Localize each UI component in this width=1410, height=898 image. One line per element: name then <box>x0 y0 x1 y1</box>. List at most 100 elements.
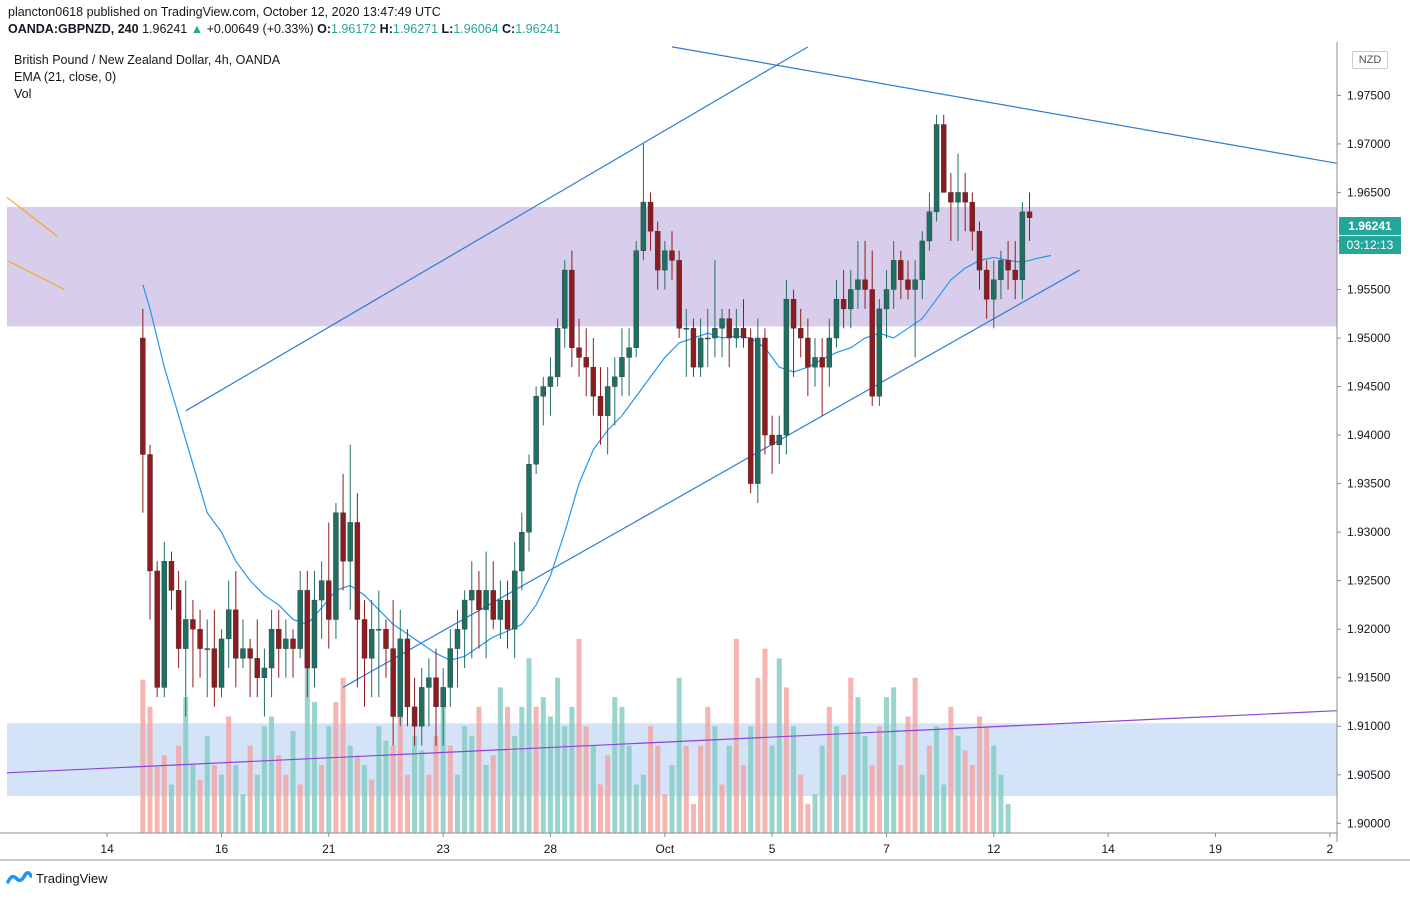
candle-body <box>183 619 189 649</box>
candle-body <box>769 434 775 445</box>
candle <box>662 240 668 290</box>
time-tick-label: 12 <box>987 842 1001 856</box>
candle <box>497 580 504 639</box>
orange-line-2 <box>6 259 65 291</box>
volume-bar <box>626 745 632 833</box>
candle <box>433 648 439 746</box>
volume-bar <box>168 784 174 833</box>
candle-body <box>890 260 897 290</box>
volume-bar <box>397 716 403 833</box>
candle-body <box>161 561 168 688</box>
candle <box>147 444 153 620</box>
candle-body <box>812 357 818 368</box>
candle <box>740 299 747 348</box>
volume-bar <box>719 784 725 833</box>
candle-body <box>204 648 210 650</box>
candle <box>998 250 1004 300</box>
candle <box>812 338 818 387</box>
candle-body <box>304 590 311 669</box>
volume-bar <box>512 735 518 833</box>
candle-body <box>640 201 647 251</box>
volume-bar <box>848 677 854 833</box>
volume-bar <box>490 755 496 833</box>
candle <box>411 677 418 746</box>
legend-vol[interactable]: Vol <box>14 87 32 101</box>
price-tick-label: 1.94000 <box>1347 428 1391 442</box>
candle-body <box>905 279 911 290</box>
candle <box>855 240 861 309</box>
volume-bar <box>304 668 310 833</box>
candle-body <box>941 124 947 193</box>
candle <box>762 328 768 455</box>
price-tick-label: 1.91000 <box>1347 719 1391 733</box>
candle-body <box>404 638 411 708</box>
candle <box>247 638 253 698</box>
candle-body <box>426 677 432 688</box>
volume-bar <box>776 658 782 833</box>
publisher-name[interactable]: plancton0618 <box>8 5 84 19</box>
candle-body <box>1026 211 1033 218</box>
candle-body <box>490 590 496 620</box>
candle <box>991 260 997 329</box>
candle-body <box>419 687 425 727</box>
candle <box>190 600 196 688</box>
candle-body <box>454 628 461 649</box>
legend-ema[interactable]: EMA (21, close, 0) <box>14 70 117 84</box>
volume-bar <box>605 755 611 833</box>
candle <box>483 551 489 659</box>
volume-bar <box>240 794 246 833</box>
candle-body <box>276 628 282 649</box>
candle <box>533 386 539 474</box>
candle-body <box>554 328 561 378</box>
legend-title[interactable]: British Pound / New Zealand Dollar, 4h, … <box>14 53 281 67</box>
candle <box>562 260 568 348</box>
candle-body <box>926 211 933 242</box>
axes-layer: 1.90000 1.90500 1.91000 1.91500 1.92000 1.925… <box>0 42 1410 861</box>
volume-bar <box>783 687 789 833</box>
footer-brand[interactable]: TradingView <box>36 870 108 886</box>
candle <box>669 231 675 280</box>
price-tick-label: 1.92500 <box>1347 574 1391 588</box>
candle-body <box>755 337 761 484</box>
volume-bar <box>633 784 639 833</box>
candle-body <box>225 609 232 640</box>
candle <box>676 250 682 339</box>
candle <box>547 357 554 416</box>
candle <box>597 367 604 445</box>
candle-body <box>883 289 890 310</box>
volume-bar <box>383 740 389 833</box>
volume-bar <box>276 755 282 833</box>
candle <box>976 221 983 290</box>
currency-button[interactable]: NZD <box>1352 51 1388 69</box>
candle-body <box>383 628 389 649</box>
candle <box>268 609 275 698</box>
candle <box>404 629 411 727</box>
candle <box>390 600 396 746</box>
candle-body <box>590 366 597 397</box>
candle <box>1005 240 1011 290</box>
candle <box>554 318 561 387</box>
candle-body <box>833 298 840 339</box>
candle-body <box>790 298 797 329</box>
volume-bar <box>884 697 890 833</box>
candle <box>948 173 954 241</box>
candle <box>604 367 611 455</box>
candle <box>783 279 790 455</box>
volume-bar <box>440 706 446 833</box>
candle-body <box>461 599 468 630</box>
candle <box>912 260 918 358</box>
volume-bar <box>619 706 625 833</box>
candle <box>354 493 361 688</box>
volume-bar <box>555 677 561 833</box>
volume-bar <box>819 745 825 833</box>
volume-bar <box>948 706 954 833</box>
candle-body <box>855 279 861 290</box>
candle <box>240 619 246 669</box>
candle-body <box>261 667 268 678</box>
volume-bar <box>655 745 661 833</box>
candle-body <box>497 599 504 620</box>
volume-bar <box>712 726 718 833</box>
volume-bar <box>226 716 232 833</box>
candle-body <box>819 357 825 368</box>
